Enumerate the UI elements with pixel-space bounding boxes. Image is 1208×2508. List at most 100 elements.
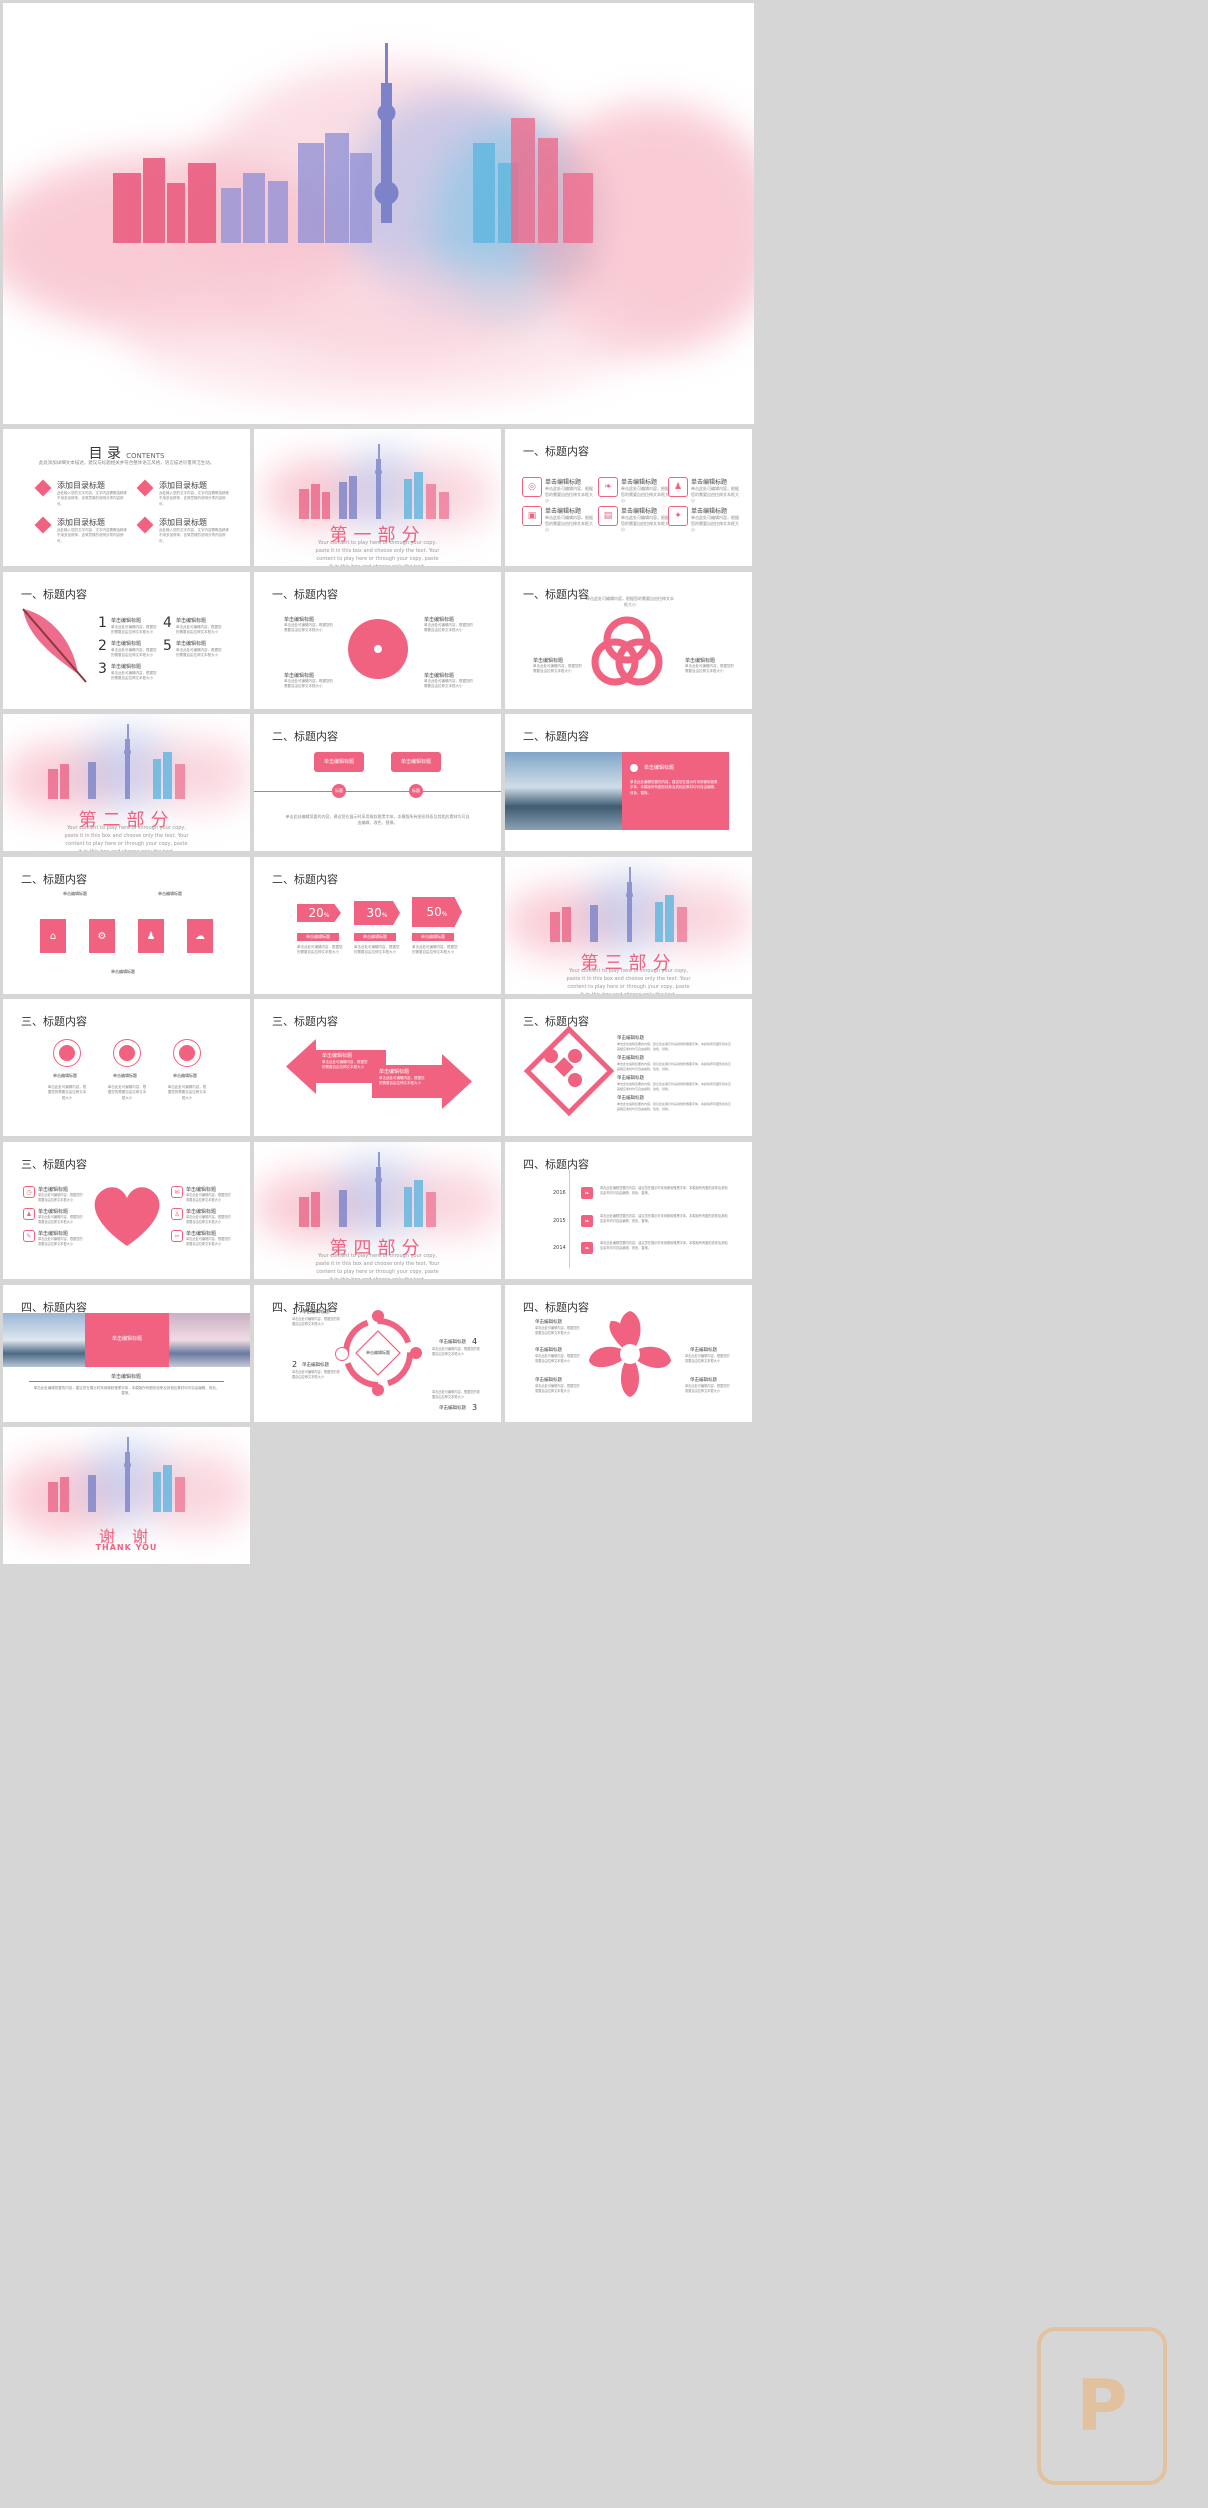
item-title: 单击编辑标题 xyxy=(176,641,207,647)
item-desc: 单击此处可编辑内容，根据您的需要自由拉伸文本框大小 xyxy=(685,1354,730,1363)
content-slide[interactable]: 四、标题内容 单击编辑标题 1 单击编辑标题 单击此处可编辑内容，根据您的需要自… xyxy=(254,1285,501,1422)
item-title: 单击编辑标题 xyxy=(685,658,716,664)
part-1-title: 第一部分 xyxy=(329,525,426,546)
list-number: 3 xyxy=(472,1403,478,1412)
item-desc: 单击此处可编辑内容，根据您的需要自由拉伸文本框大小 xyxy=(186,1237,231,1246)
content-slide[interactable]: 四、标题内容 单击编辑标题 单击编辑标题 单击此处编辑您要的内容，建议您在展示时… xyxy=(3,1285,250,1422)
content-slide[interactable]: 二、标题内容 单击编辑标题 单击编辑标题 标题 标题 单击此处编辑您要的内容，建… xyxy=(254,714,501,851)
item-desc: 单击此处可编辑内容，根据您的需要自由拉伸文本框大小 xyxy=(38,1215,83,1224)
part-2-title: 第二部分 xyxy=(78,810,175,831)
city-photo xyxy=(169,1313,250,1367)
toc-slide[interactable]: 目 录 CONTENTS 此处添加详细文本描述，建议与标题相关并符合整体语言风格… xyxy=(3,429,250,566)
list-number: 5 xyxy=(163,638,172,654)
ring-icon xyxy=(335,1347,349,1361)
body-text: 单击此处编辑您要的内容，建议您在展示时采用微软雅黑字体，本模版所有图形线条及其相… xyxy=(285,814,470,825)
part-1-slide[interactable]: 第一部分 Your content to play here or throug… xyxy=(254,429,501,566)
flower-diagram xyxy=(589,1311,671,1397)
info-panel: 单击编辑标题 xyxy=(85,1313,169,1367)
content-slide[interactable]: 一、标题内容 单击此处可编辑内容，根据您的需要自由拉伸文本框大小 单击编辑标题 … xyxy=(505,572,752,709)
toc-title-en: CONTENTS xyxy=(126,452,165,460)
toc-item-2[interactable]: 添加目录标题 xyxy=(159,481,207,490)
city-skyline-illustration xyxy=(299,444,449,519)
callout-box: 单击编辑标题 xyxy=(314,752,364,772)
item-title: 单击编辑标题 xyxy=(111,664,142,670)
plane-icon xyxy=(568,1049,582,1063)
heart-shape xyxy=(94,1187,160,1246)
part-3-slide[interactable]: 第三部分 Your content to play here or throug… xyxy=(505,857,752,994)
percent-value: 30 xyxy=(366,906,382,920)
cloud-icon: ☁ xyxy=(187,919,213,953)
content-slide[interactable]: 一、标题内容 ◎ 单击编辑标题 单击此处可编辑内容，根据您的需要自由拉伸文本框大… xyxy=(505,429,752,566)
item-title: 单击编辑标题 xyxy=(111,1374,142,1380)
item-title: 单击编辑标题 xyxy=(176,618,207,624)
item-desc: 单击此处编辑您要的内容，建议您在展示时采用微软雅黑字体，本模版所有图形线条及其相… xyxy=(617,1062,732,1071)
content-slide[interactable]: 四、标题内容 2016 2015 2014 ❧ ❧ ❧ 单击此处编辑您要的内容，… xyxy=(505,1142,752,1279)
toc-diamond-icon xyxy=(136,516,154,534)
panel-title: 单击编辑标题 xyxy=(644,765,675,771)
label-bar: 单击编辑标题 xyxy=(412,933,454,941)
item-desc: 单击此处可编辑内容，根据您的需要自由拉伸文本框大小 xyxy=(424,679,473,689)
item-title: 单击编辑标题 xyxy=(617,1096,644,1101)
item-desc: 单击此处可编辑内容，根据您的需要自由拉伸文本框大小 xyxy=(545,486,593,503)
year-label: 2016 xyxy=(553,1190,566,1196)
item-desc: 单击此处可编辑内容，根据您的需要自由拉伸文本框大小 xyxy=(691,515,739,532)
ring-icon xyxy=(372,1310,384,1322)
content-slide[interactable]: 三、标题内容 单击编辑标题 单击此处编辑您要的内容，建议您在展示时采用微软雅黑字… xyxy=(505,999,752,1136)
item-title: 单击编辑标题 xyxy=(535,1320,562,1325)
content-slide[interactable]: 二、标题内容 20% 30% 50% 单击编辑标题 单击编辑标题 单击编辑标题 … xyxy=(254,857,501,994)
item-desc: 单击此处可编辑内容，根据您的需要自由拉伸文本框大小 xyxy=(38,1237,83,1246)
item-title: 单击编辑标题 xyxy=(691,479,728,486)
clock-icon: ◷ xyxy=(23,1186,35,1198)
city-skyline-illustration xyxy=(48,1437,185,1512)
content-slide[interactable]: 二、标题内容 单击编辑标题 单击此处编辑您要的内容，建议您在展示时采用微软雅黑字… xyxy=(505,714,752,851)
body-text: 单击此处编辑您要的内容，建议您在展示时采用微软雅黑字体，本模版所有图形线条及其相… xyxy=(33,1386,220,1396)
user-icon: ♟ xyxy=(138,919,164,953)
item-desc: 单击此处可编辑内容，根据您的需要自由拉伸文本框大小 xyxy=(38,1193,83,1202)
heart-icon xyxy=(630,764,638,772)
toc-item-desc: 此处输入您的文字内容，文字内容需概括精炼不用多加修饰，言简意赅的说明分项内容即可… xyxy=(159,491,229,506)
item-desc: 单击此处可编辑内容，根据您的需要自由拉伸文本框大小 xyxy=(621,486,669,503)
item-desc: 单击此处编辑您要的内容，建议您在展示时采用微软雅黑字体，本模版所有图形线条及其相… xyxy=(617,1042,732,1051)
toc-item-1[interactable]: 添加目录标题 xyxy=(57,481,105,490)
slide-header: 三、标题内容 xyxy=(21,1158,87,1171)
toc-item-3[interactable]: 添加目录标题 xyxy=(57,518,105,527)
item-desc: 单击此处可编辑内容，根据您的需要自由拉伸文本框大小 xyxy=(432,1390,480,1399)
cycle-arrows-icon xyxy=(591,616,663,686)
panel-title: 单击编辑标题 xyxy=(111,1336,142,1342)
thank-you-slide[interactable]: 谢 谢 THANK YOU xyxy=(3,1427,250,1564)
slide-header: 四、标题内容 xyxy=(523,1158,589,1171)
list-number: 4 xyxy=(163,615,172,631)
content-slide[interactable]: 二、标题内容 单击编辑标题 单击编辑标题 ⌂ ⚙ ♟ ☁ 单击编辑标题 xyxy=(3,857,250,994)
toc-item-desc: 此处输入您的文字内容，文字内容需概括精炼不用多加修饰，言简意赅的说明分项内容即可… xyxy=(159,528,229,543)
document-icon: ▤ xyxy=(598,506,618,526)
timeline-node: 标题 xyxy=(332,784,346,798)
item-desc: 单击此处可编辑内容，根据您的需要自由拉伸文本框大小 xyxy=(186,1215,231,1224)
part-2-slide[interactable]: 第二部分 Your content to play here or throug… xyxy=(3,714,250,851)
content-slide[interactable]: 三、标题内容 单击编辑标题 单击编辑标题 单击编辑标题 单击此处可编辑内容，根据… xyxy=(3,999,250,1136)
content-slide[interactable]: 一、标题内容 1 单击编辑标题 单击此处可编辑内容，根据您的需要自由拉伸文本框大… xyxy=(3,572,250,709)
content-slide[interactable]: 三、标题内容 ◷ 单击编辑标题 单击此处可编辑内容，根据您的需要自由拉伸文本框大… xyxy=(3,1142,250,1279)
item-desc: 单击此处可编辑内容，根据您的需要自由拉伸文本框大小 xyxy=(111,648,157,658)
percent-arrow: 30% xyxy=(354,901,400,925)
callout-box: 单击编辑标题 xyxy=(391,752,441,772)
part-4-slide[interactable]: 第四部分 Your content to play here or throug… xyxy=(254,1142,501,1279)
cover-slide[interactable] xyxy=(3,3,754,424)
content-slide[interactable]: 三、标题内容 单击编辑标题 单击此处可编辑内容，根据您的需要自由拉伸文本框大小 … xyxy=(254,999,501,1136)
item-desc: 单击此处可编辑内容，根据您的需要自由拉伸文本框大小 xyxy=(621,515,669,532)
percent-arrow: 20% xyxy=(297,904,341,922)
item-desc: 单击此处可编辑内容，根据您的需要自由拉伸文本框大小 xyxy=(691,486,739,503)
percent-value: 50 xyxy=(426,905,442,919)
slide-header: 一、标题内容 xyxy=(523,445,589,458)
toc-item-4[interactable]: 添加目录标题 xyxy=(159,518,207,527)
content-slide[interactable]: 一、标题内容 单击编辑标题 单击此处可编辑内容，根据您的需要自由拉伸文本框大小 … xyxy=(254,572,501,709)
content-slide[interactable]: 四、标题内容 单击编辑标题 单击此处可编辑内容，根据您的需要自由拉伸文本框大小 … xyxy=(505,1285,752,1422)
slide-header: 一、标题内容 xyxy=(523,588,589,601)
part-subtitle: Your content to play here or through you… xyxy=(315,540,440,566)
item-desc: 单击此处可编辑内容，根据您的需要自由拉伸文本框大小 xyxy=(292,1370,340,1379)
info-panel: 单击编辑标题 单击此处编辑您要的内容，建议您在展示时采用微软雅黑字体，本模版所有… xyxy=(622,752,729,830)
item-title: 单击编辑标题 xyxy=(113,1073,137,1078)
item-desc: 单击此处可编辑内容，根据您的需要自由拉伸文本框大小 xyxy=(685,1384,730,1393)
item-title: 单击编辑标题 xyxy=(424,673,455,679)
item-title: 单击编辑标题 xyxy=(63,891,87,896)
item-desc: 单击此处编辑您要的内容，建议您在展示时采用微软雅黑字体，本模版所有图形线条及其相… xyxy=(600,1214,728,1223)
